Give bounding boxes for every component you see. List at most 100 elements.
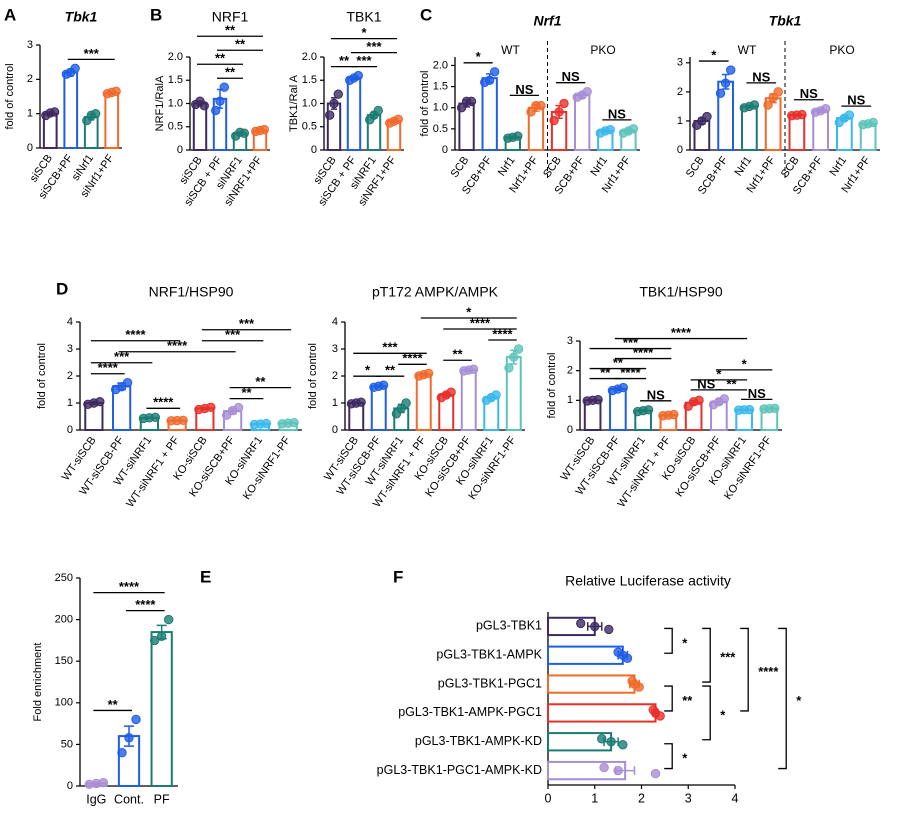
significance-label: **** [153,395,174,410]
group-label: WT [501,43,520,57]
y-tick-label: 1.0 [433,102,448,114]
y-tick-label: 0 [311,144,317,156]
chart-title: Tbk1 [65,9,98,25]
data-point [329,98,339,109]
significance-label: * [796,693,802,708]
significance-label: ** [215,51,226,66]
data-point [536,100,546,111]
y-tick-label: 1.5 [168,74,183,86]
significance-label: * [466,304,472,319]
significance-bracket [664,743,673,770]
data-point [599,762,609,773]
x-tick-label: Cont. [114,792,144,806]
data-point [513,344,524,354]
significance-label: ** [726,376,737,391]
bar [150,631,173,788]
data-point [423,368,434,378]
data-point [719,394,729,404]
bar [547,674,636,694]
data-point [768,92,778,103]
significance-label: * [742,356,748,371]
y-tick-label: 150 [55,655,73,667]
chart-title: Relative Luciferase activity [565,573,731,589]
data-point [606,737,616,747]
significance-label: * [716,366,722,381]
chart-title: pT172 AMPK/AMPK [372,284,499,300]
y-tick-label: 0 [177,144,183,156]
bar [370,385,387,432]
data-point [150,412,161,423]
significance-bracket [664,685,673,712]
y-tick-label: 2.0 [302,51,317,63]
y-tick-label: 100 [55,697,73,709]
data-point [504,363,514,373]
y-tick-label: 2 [332,370,338,382]
x-tick-label: IgG [86,792,106,806]
data-point [749,100,760,110]
y-tick-label: 3 [67,343,73,355]
data-point [554,107,564,117]
data-point [720,78,731,88]
data-point [378,380,389,390]
data-point [763,100,773,110]
significance-bracket [702,685,711,741]
y-tick-label: 1 [677,115,683,127]
data-point [117,748,127,758]
significance-label: ** [255,374,266,389]
bar [63,71,79,149]
data-point [634,682,644,692]
y-tick-label: pGL3-TBK1-AMPK [436,648,542,662]
significance-label: NS [748,386,766,401]
significance-label: *** [239,316,255,331]
x-tick-label: SCB [541,155,564,180]
data-point [261,418,272,429]
data-point [233,402,244,413]
data-point [844,110,855,120]
significance-label: **** [119,579,140,594]
significance-label: *** [356,53,372,68]
y-tick-label: pGL3-TBK1-PGC1 [438,676,542,690]
panel-label: D [56,279,68,298]
significance-label: * [682,751,688,766]
x-tick-label: Nrf1 [827,155,849,179]
data-point [628,124,639,134]
data-point [90,108,101,119]
data-point [111,86,121,97]
x-tick-label: SCB [684,155,707,180]
y-tick-label: 2 [567,365,573,377]
data-point [821,104,831,114]
significance-label: ** [613,355,624,370]
x-tick-label: 2 [638,791,645,805]
data-point [576,618,586,629]
x-tick-label: SCB [779,155,802,180]
data-point [468,364,479,374]
data-point [215,96,225,106]
y-tick-label: pGL3-TBK1-AMPK-KD [415,734,542,748]
panel-label: B [150,5,162,24]
y-tick-label: 3 [677,57,683,69]
chart-title: TBK1/HSP90 [639,284,722,300]
panel-label: E [200,567,211,586]
significance-label: *** [366,39,382,54]
significance-bracket [778,627,787,770]
y-tick-label: 2 [67,370,73,382]
y-tick-label: 0 [67,424,73,436]
data-point [484,75,495,85]
data-point [797,109,807,120]
data-point [199,101,209,111]
data-point [289,418,299,428]
data-point [744,404,755,415]
data-point [333,89,343,99]
significance-label: **** [671,325,692,340]
significance-bracket [664,627,673,654]
chart-title: NRF1 [212,9,249,25]
chart-title: Tbk1 [769,13,802,29]
group-label: PKO [590,43,615,57]
bar [547,645,624,665]
data-point [669,409,679,420]
data-point [590,621,600,632]
x-tick-label: 1 [591,791,598,805]
significance-label: **** [758,664,779,679]
data-point [726,65,736,75]
data-point [618,382,628,393]
